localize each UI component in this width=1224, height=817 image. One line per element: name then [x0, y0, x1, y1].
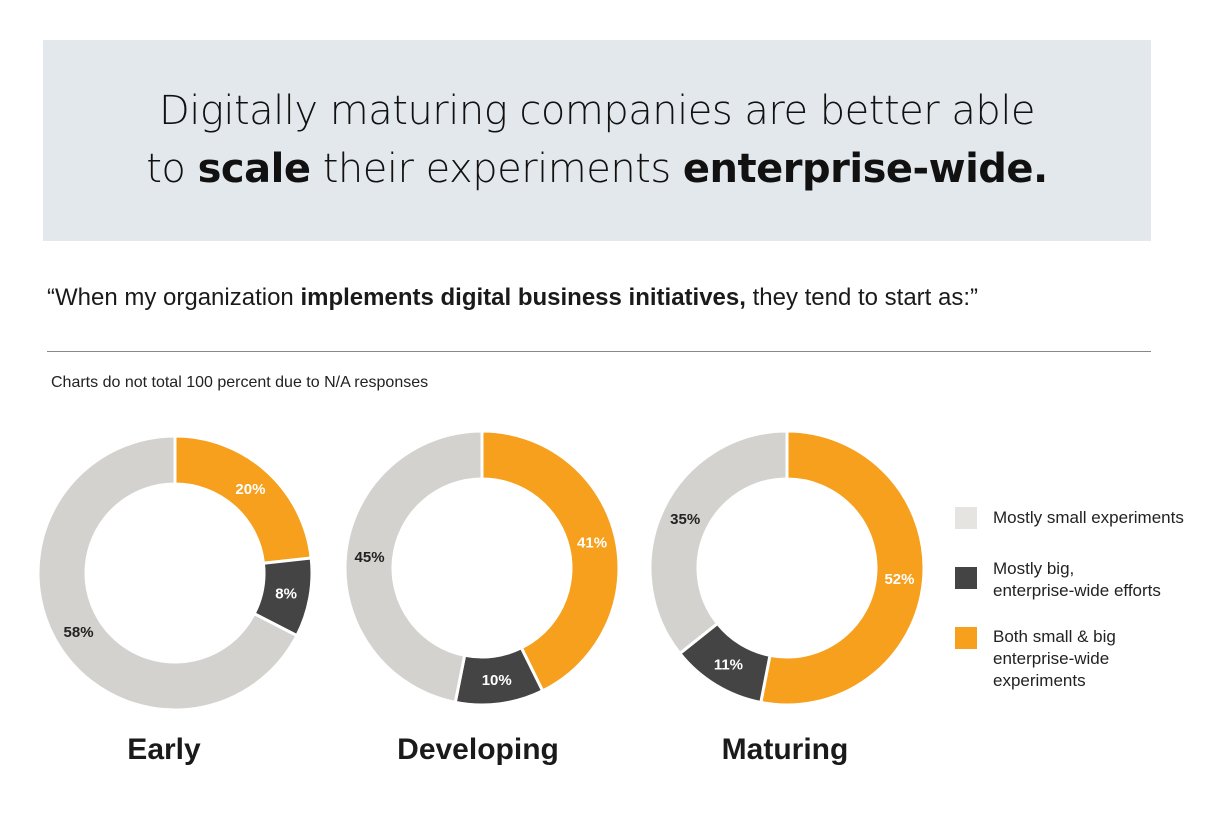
data-label-small: 35%	[670, 511, 700, 528]
title-bold-scale: scale	[197, 146, 311, 192]
category-label-maturing: Maturing	[721, 733, 849, 766]
data-label-small: 45%	[355, 549, 385, 566]
title-line-2: to scale their experiments enterprise-wi…	[43, 140, 1151, 198]
data-label-both: 41%	[577, 534, 607, 551]
divider	[47, 351, 1151, 352]
donut-segment-both	[759, 429, 926, 707]
donut-segment-small	[36, 434, 299, 712]
footnote: Charts do not total 100 percent due to N…	[51, 374, 429, 391]
legend-label: Both small & big	[993, 627, 1116, 646]
legend-swatch	[955, 627, 977, 649]
legend-swatch	[955, 567, 977, 589]
legend-item-both: Both small & big enterprise-wide experimen…	[955, 626, 1116, 692]
data-label-big: 10%	[482, 672, 512, 689]
quote-text: “When my organization	[47, 284, 301, 311]
legend-swatch	[955, 507, 977, 529]
data-label-big: 8%	[275, 586, 297, 603]
legend-label: Mostly big,	[993, 559, 1075, 578]
data-label-both: 20%	[235, 481, 265, 498]
legend-label: Mostly small experiments	[993, 508, 1184, 527]
survey-question: “When my organization implements digital…	[47, 284, 978, 312]
title-bold-enterprise: enterprise-wide.	[682, 146, 1048, 192]
title-text: their experiments	[310, 146, 683, 192]
donut-segment-small	[648, 429, 789, 656]
title-line-1: Digitally maturing companies are better …	[158, 88, 1036, 134]
page-title: Digitally maturing companies are better …	[43, 82, 1151, 198]
title-text: to	[146, 146, 198, 192]
quote-bold: implements digital business initiatives,	[300, 284, 746, 311]
title-banner	[43, 40, 1151, 241]
legend-label: enterprise-wide	[993, 649, 1110, 668]
data-label-big: 11%	[714, 657, 743, 674]
legend-item-big: Mostly big, enterprise-wide efforts	[955, 558, 1161, 602]
data-label-small: 58%	[64, 624, 94, 641]
donut-segment-both	[173, 434, 313, 565]
donut-segment-small	[343, 429, 484, 705]
legend-label: experiments	[993, 671, 1086, 690]
data-label-both: 52%	[884, 571, 914, 588]
donut-segment-both	[480, 429, 621, 693]
category-label-early: Early	[127, 733, 201, 766]
quote-text: they tend to start as:”	[745, 284, 979, 311]
legend-label: enterprise-wide efforts	[993, 581, 1161, 600]
category-label-developing: Developing	[397, 733, 559, 766]
legend-item-small: Mostly small experiments	[955, 507, 1184, 529]
